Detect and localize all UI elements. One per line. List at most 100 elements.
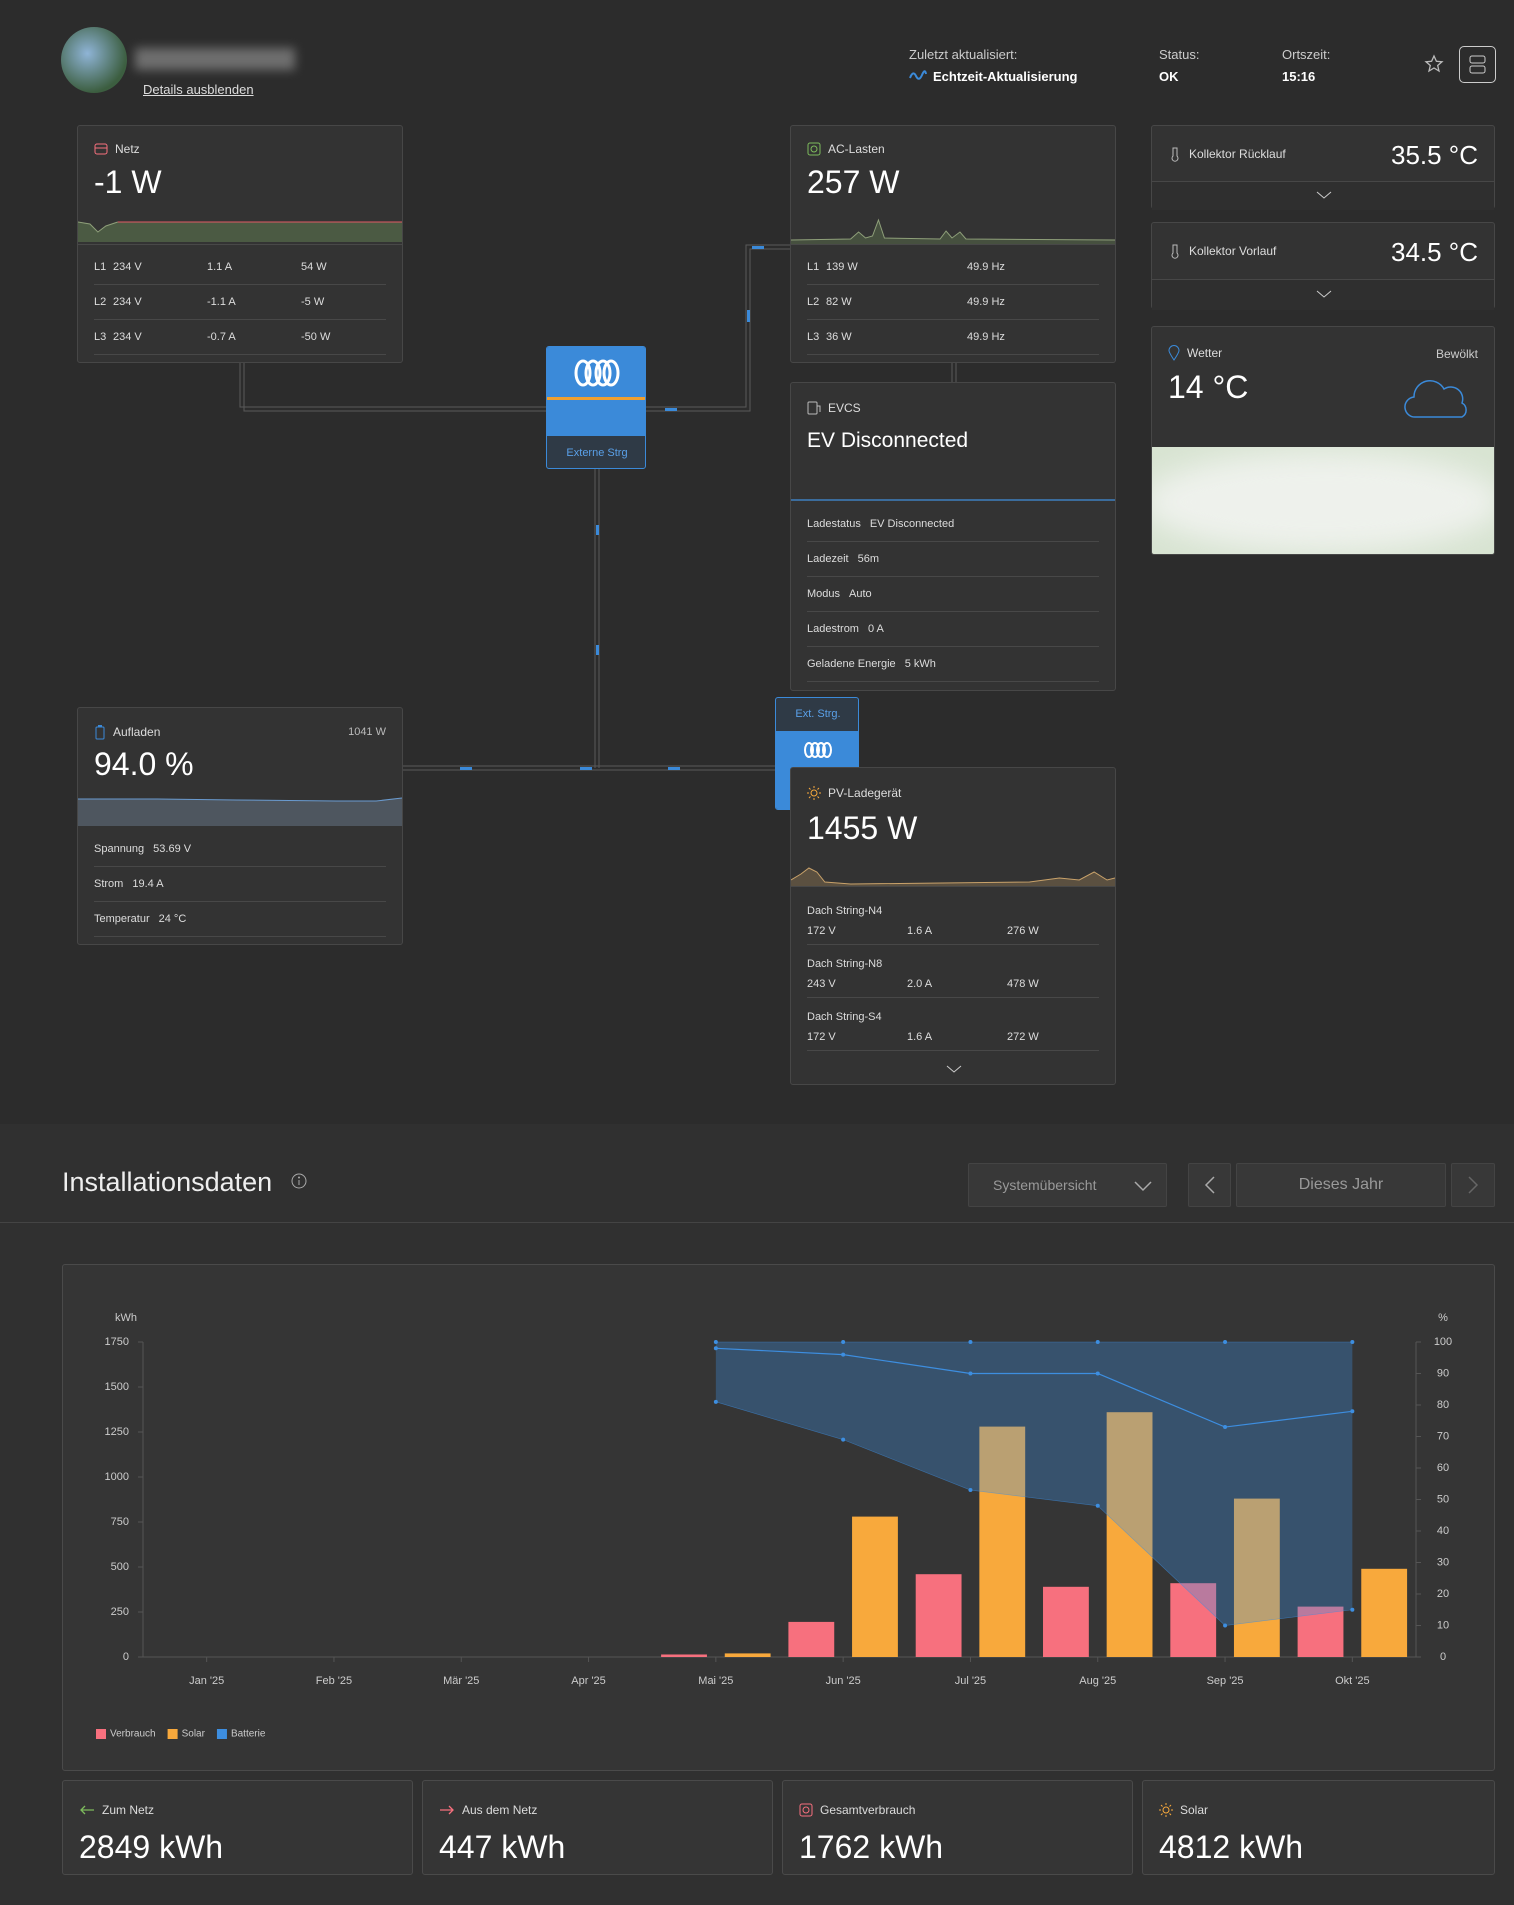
y2-tick-label: 10 (1437, 1619, 1449, 1631)
total-card: Gesamtverbrauch 1762 kWh (782, 1780, 1133, 1875)
prev-period[interactable] (1188, 1163, 1231, 1207)
card-value: 35.5 °C (1390, 140, 1478, 170)
next-period[interactable] (1451, 1163, 1495, 1207)
details-toggle[interactable]: Details ausblenden (143, 82, 254, 97)
row-cell: Modus (807, 588, 841, 600)
inverter-stripe (547, 397, 645, 400)
bar (1233, 1498, 1280, 1657)
y2-tick-label: 70 (1437, 1430, 1449, 1442)
phase-row: L3 36 W 49.9 Hz (807, 320, 1099, 355)
sun-icon (807, 786, 821, 800)
battery-power: 1041 W (348, 726, 386, 738)
total-label: Zum Netz (102, 1803, 155, 1817)
chevron (1316, 290, 1332, 298)
divider (0, 1222, 1514, 1223)
weather-card[interactable]: Wetter Bewölkt 14 °C (1151, 326, 1495, 555)
last-updated-value: Echtzeit-Aktualisierung (933, 69, 1078, 84)
total-header: Aus dem Netz (439, 1803, 537, 1817)
row-cell: 5 kWh (904, 658, 936, 670)
y-tick-label: 1000 (105, 1471, 129, 1483)
row-cell: 56m (857, 553, 879, 565)
inverter-node[interactable]: Externe Strg (546, 346, 646, 469)
battery-point (841, 1352, 846, 1357)
row-cell: L3 (807, 331, 820, 343)
row-cell: 234 V (113, 331, 142, 343)
grid-card[interactable]: Netz -1 W L1 234 V 1.1 A 54 W L2 234 V -1.1 A -… (77, 125, 403, 363)
y2-axis-title: % (1438, 1312, 1448, 1324)
ac-loads-card[interactable]: AC-Lasten 257 W L1 139 W 49.9 Hz L2 82 W 49.9… (790, 125, 1116, 363)
y2-tick-label: 90 (1437, 1367, 1449, 1379)
pv-string-name: Dach String-N8 (807, 958, 883, 970)
ac-icon (807, 142, 821, 156)
pv-string-value: 243 V (807, 978, 836, 990)
total-value: 4812 kWh (1159, 1829, 1304, 1865)
row-cell: 49.9 Hz (967, 296, 1005, 308)
total-card: Aus dem Netz 447 kWh (422, 1780, 773, 1875)
divider (78, 244, 402, 245)
y-tick-label: 1250 (105, 1426, 129, 1438)
ev-row: Modus Auto (807, 577, 1099, 612)
info-icon[interactable] (290, 1172, 308, 1190)
battery-point (1350, 1607, 1355, 1612)
collector-return-card[interactable]: Kollektor Rücklauf 35.5 °C (1151, 125, 1495, 210)
bar (788, 1621, 835, 1657)
row-cell: 139 W (826, 261, 858, 273)
battery-point (968, 1488, 973, 1493)
ev-row: Geladene Energie 5 kWh (807, 647, 1099, 682)
y2-tick-label: 40 (1437, 1525, 1449, 1537)
card-title: Aufladen (113, 725, 161, 739)
favorite-button[interactable] (1424, 54, 1444, 74)
legend-swatch (167, 1729, 178, 1739)
pv-string-value: 272 W (1007, 1031, 1039, 1043)
battery-point (1095, 1503, 1100, 1508)
total-header: Solar (1159, 1803, 1208, 1817)
row-cell: Temperatur (94, 913, 150, 925)
phase-row: L1 139 W 49.9 Hz (807, 250, 1099, 285)
pv-strings: Dach String-N4 172 V 1.6 A 276 W Dach String… (807, 892, 1099, 1051)
collector-flow-card[interactable]: Kollektor Vorlauf 34.5 °C (1151, 222, 1495, 310)
blurred-name (135, 48, 295, 70)
row-cell: 0 A (867, 623, 884, 635)
map[interactable] (1152, 447, 1494, 554)
thermometer-icon (1171, 147, 1179, 162)
ev-rows: Ladestatus EV Disconnected Ladezeit 56m Modu… (807, 507, 1099, 682)
x-tick-label: Apr '25 (571, 1675, 606, 1687)
sparkline (791, 867, 1115, 886)
total-header: Zum Netz (79, 1803, 154, 1817)
card-header: Wetter (1168, 345, 1222, 361)
pv-charger-card[interactable]: PV-Ladegerät 1455 W Dach String-N4 172 V 1… (790, 767, 1116, 1085)
card-title: Netz (115, 142, 140, 156)
card-header: AC-Lasten (807, 142, 885, 156)
row-cell: 82 W (826, 296, 852, 308)
view-select[interactable]: Systemübersicht (968, 1163, 1167, 1207)
expand[interactable] (1152, 279, 1494, 310)
y2-tick-label: 100 (1434, 1336, 1452, 1348)
chevron[interactable] (946, 1064, 962, 1074)
pv-string: Dach String-N4 172 V 1.6 A 276 W (807, 892, 1099, 945)
bar (724, 1653, 771, 1657)
y2-tick-label: 60 (1437, 1462, 1449, 1474)
expand[interactable] (1152, 181, 1494, 210)
ev-status: EV Disconnected (807, 429, 969, 452)
legend-swatch (216, 1729, 227, 1739)
row-cell: L2 (807, 296, 820, 308)
card-title: PV-Ladegerät (828, 786, 902, 800)
evcs-card[interactable]: EVCS EV Disconnected Ladestatus EV Discon… (790, 382, 1116, 691)
battery-row: Temperatur 24 °C (94, 902, 386, 937)
row-cell: 234 V (113, 261, 142, 273)
settings-button[interactable] (1459, 46, 1496, 83)
x-tick-label: Okt '25 (1335, 1675, 1370, 1687)
battery-point (713, 1340, 718, 1344)
row-cell: 49.9 Hz (967, 261, 1005, 273)
pv-string-value: 1.6 A (907, 925, 933, 937)
inverter-label: Externe Strg (566, 447, 628, 459)
period[interactable]: Dieses Jahr (1236, 1163, 1446, 1207)
row-cell: 24 °C (158, 913, 187, 925)
weather-condition: Bewölkt (1435, 347, 1478, 361)
arrow-right (1468, 1176, 1479, 1194)
battery-card[interactable]: Aufladen 1041 W 94.0 % Spannung 53.69 V St… (77, 707, 403, 945)
row-cell: 36 W (826, 331, 852, 343)
consumption-icon (799, 1803, 813, 1817)
avatar (61, 27, 127, 93)
